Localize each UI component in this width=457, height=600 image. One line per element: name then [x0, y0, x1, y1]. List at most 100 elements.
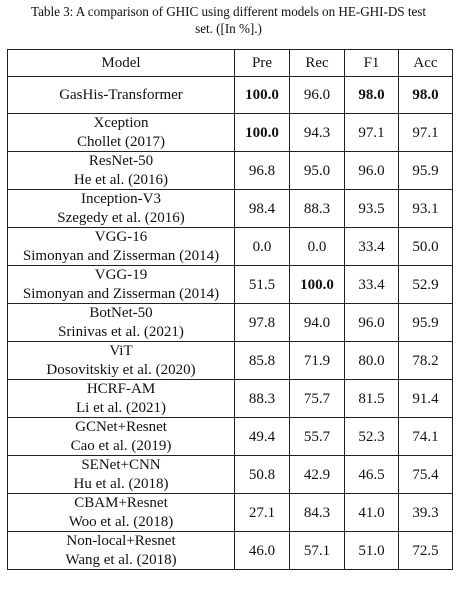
acc-value: 91.4 — [398, 379, 453, 418]
model-name: ResNet-50 — [88, 153, 154, 169]
table-row: ResNet-50 He et al. (2016) 96.8 95.0 96.0 95.… — [7, 151, 453, 190]
f1-value: 41.0 — [344, 493, 399, 532]
model-citation: Wang et al. (2018) — [65, 551, 177, 568]
model-name: VGG-16 — [94, 229, 148, 245]
table-row: VGG-19 Simonyan and Zisserman (2014) 51.5 1… — [7, 265, 453, 304]
model-cell: SENet+CNN Hu et al. (2018) — [7, 455, 235, 494]
model-citation: Cao et al. (2019) — [70, 437, 172, 454]
f1-value: 33.4 — [344, 265, 399, 304]
pre-value: 97.8 — [234, 303, 290, 342]
f1-value: 46.5 — [344, 455, 399, 494]
model-citation: Hu et al. (2018) — [73, 475, 169, 492]
rec-value: 42.9 — [289, 455, 345, 494]
model-name: ViT — [109, 343, 133, 359]
acc-value: 95.9 — [398, 151, 453, 190]
header-rec: Rec — [289, 49, 345, 77]
table-caption: Table 3: A comparison of GHIC using diff… — [0, 3, 457, 37]
acc-value: 72.5 — [398, 531, 453, 570]
pre-value: 98.4 — [234, 189, 290, 228]
acc-value: 50.0 — [398, 227, 453, 266]
acc-value: 78.2 — [398, 341, 453, 380]
pre-value: 100.0 — [234, 76, 290, 114]
acc-value: 75.4 — [398, 455, 453, 494]
model-citation: Szegedy et al. (2016) — [57, 209, 185, 226]
rec-value: 88.3 — [289, 189, 345, 228]
pre-value: 50.8 — [234, 455, 290, 494]
f1-value: 52.3 — [344, 417, 399, 456]
pre-value: 85.8 — [234, 341, 290, 380]
rec-value: 100.0 — [289, 265, 345, 304]
model-cell: VGG-16 Simonyan and Zisserman (2014) — [7, 227, 235, 266]
model-citation: Simonyan and Zisserman (2014) — [22, 285, 220, 302]
table-row: VGG-16 Simonyan and Zisserman (2014) 0.0 0.… — [7, 227, 453, 266]
model-name: Inception-V3 — [81, 191, 161, 207]
table-row: ViT Dosovitskiy et al. (2020) 85.8 71.9 80.0… — [7, 341, 453, 380]
model-cell: ViT Dosovitskiy et al. (2020) — [7, 341, 235, 380]
rec-value: 57.1 — [289, 531, 345, 570]
header-model: Model — [7, 49, 235, 77]
header-acc: Acc — [398, 49, 453, 77]
table-body: GasHis-Transformer 100.0 96.0 98.0 98.0 Xcept… — [7, 76, 453, 570]
model-name: Xception — [93, 115, 149, 131]
pre-value: 0.0 — [234, 227, 290, 266]
acc-value: 93.1 — [398, 189, 453, 228]
acc-value: 39.3 — [398, 493, 453, 532]
model-cell: Non-local+Resnet Wang et al. (2018) — [7, 531, 235, 570]
acc-value: 97.1 — [398, 113, 453, 152]
model-citation: Srinivas et al. (2021) — [58, 323, 184, 340]
rec-value: 94.3 — [289, 113, 345, 152]
model-cell: Xception Chollet (2017) — [7, 113, 235, 152]
rec-value: 75.7 — [289, 379, 345, 418]
model-citation: Dosovitskiy et al. (2020) — [46, 361, 196, 378]
model-name: HCRF-AM — [86, 381, 156, 397]
pre-value: 27.1 — [234, 493, 290, 532]
f1-value: 93.5 — [344, 189, 399, 228]
model-cell: GCNet+Resnet Cao et al. (2019) — [7, 417, 235, 456]
table-row: SENet+CNN Hu et al. (2018) 50.8 42.9 46.5 75.… — [7, 455, 453, 494]
rec-value: 94.0 — [289, 303, 345, 342]
f1-value: 96.0 — [344, 151, 399, 190]
f1-value: 98.0 — [344, 76, 399, 114]
acc-value: 52.9 — [398, 265, 453, 304]
model-cell: Inception-V3 Szegedy et al. (2016) — [7, 189, 235, 228]
header-pre: Pre — [234, 49, 290, 77]
model-cell: CBAM+Resnet Woo et al. (2018) — [7, 493, 235, 532]
table-row: GasHis-Transformer 100.0 96.0 98.0 98.0 — [7, 76, 453, 114]
rec-value: 84.3 — [289, 493, 345, 532]
model-cell: BotNet-50 Srinivas et al. (2021) — [7, 303, 235, 342]
rec-value: 95.0 — [289, 151, 345, 190]
f1-value: 80.0 — [344, 341, 399, 380]
model-citation: Simonyan and Zisserman (2014) — [22, 247, 220, 264]
f1-value: 97.1 — [344, 113, 399, 152]
pre-value: 96.8 — [234, 151, 290, 190]
model-cell: GasHis-Transformer — [7, 76, 235, 114]
table-row: BotNet-50 Srinivas et al. (2021) 97.8 94.0 9… — [7, 303, 453, 342]
table-row: GCNet+Resnet Cao et al. (2019) 49.4 55.7 52.… — [7, 417, 453, 456]
comparison-table: Model Pre Rec F1 Acc GasHis-Transformer 1… — [7, 49, 453, 570]
f1-value: 81.5 — [344, 379, 399, 418]
f1-value: 96.0 — [344, 303, 399, 342]
model-cell: ResNet-50 He et al. (2016) — [7, 151, 235, 190]
table-row: HCRF-AM Li et al. (2021) 88.3 75.7 81.5 91.4 — [7, 379, 453, 418]
caption-line-2: set. ([In %].) — [195, 21, 262, 36]
model-name: Non-local+Resnet — [66, 533, 176, 549]
model-cell: HCRF-AM Li et al. (2021) — [7, 379, 235, 418]
model-cell: VGG-19 Simonyan and Zisserman (2014) — [7, 265, 235, 304]
table-row: Inception-V3 Szegedy et al. (2016) 98.4 88.… — [7, 189, 453, 228]
model-name: BotNet-50 — [89, 305, 153, 321]
model-name: SENet+CNN — [81, 457, 161, 473]
model-name: CBAM+Resnet — [74, 495, 168, 511]
acc-value: 95.9 — [398, 303, 453, 342]
model-name: VGG-19 — [94, 267, 148, 283]
rec-value: 55.7 — [289, 417, 345, 456]
pre-value: 51.5 — [234, 265, 290, 304]
model-name: GasHis-Transformer — [59, 87, 183, 103]
header-f1: F1 — [344, 49, 399, 77]
f1-value: 51.0 — [344, 531, 399, 570]
rec-value: 96.0 — [289, 76, 345, 114]
pre-value: 46.0 — [234, 531, 290, 570]
model-citation: Li et al. (2021) — [76, 399, 166, 416]
table-header-row: Model Pre Rec F1 Acc — [7, 49, 453, 77]
caption-line-1: Table 3: A comparison of GHIC using diff… — [31, 4, 426, 19]
model-name: GCNet+Resnet — [75, 419, 167, 435]
